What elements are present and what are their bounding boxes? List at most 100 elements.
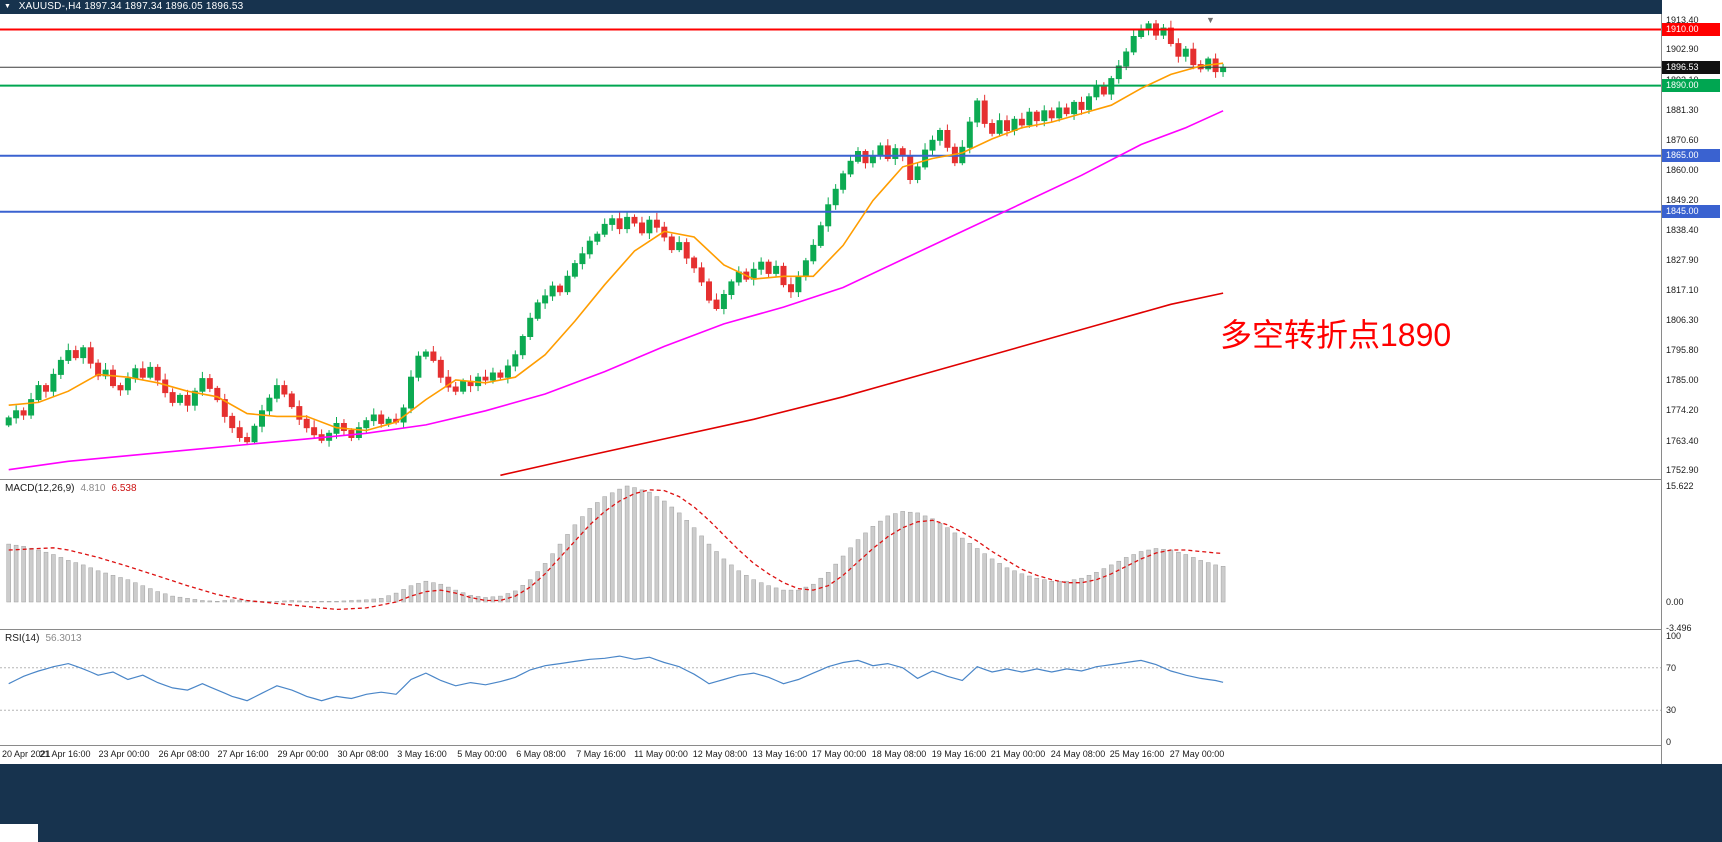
candle-down (616, 218, 623, 230)
candle-down (691, 257, 698, 269)
time-tick-label: 23 Apr 00:00 (98, 749, 150, 759)
macd-name: MACD(12,26,9) (5, 483, 75, 494)
price-tick-label: 1763.40 (1666, 436, 1699, 446)
panel-separator[interactable] (0, 629, 1722, 630)
macd-histogram-bar (133, 582, 138, 603)
candle-down (944, 130, 951, 148)
macd-histogram-bar (1176, 551, 1181, 603)
macd-histogram-bar (28, 547, 34, 603)
candle-up (1011, 118, 1018, 132)
macd-histogram-bar (1153, 548, 1159, 603)
candle-down (1190, 48, 1197, 66)
candle-up (422, 351, 429, 357)
macd-histogram-bar (900, 511, 905, 603)
time-tick-label: 30 Apr 08:00 (337, 749, 389, 759)
candle-up (534, 302, 541, 319)
rsi-panel: RSI(14) 56.3013 (0, 630, 1661, 745)
candle-up (1160, 27, 1167, 36)
macd-histogram-bar (334, 601, 339, 603)
macd-histogram-bar (654, 496, 660, 603)
time-tick-label: 6 May 08:00 (516, 749, 566, 759)
price-badge-1865.00: 1865.00 (1662, 149, 1720, 162)
time-tick-label: 3 May 16:00 (397, 749, 447, 759)
macd-histogram-bar (21, 546, 26, 603)
macd-histogram-bar (982, 553, 987, 603)
symbol-ohlc-text: XAUUSD-,H4 1897.34 1897.34 1896.05 1896.… (18, 1, 244, 12)
macd-histogram-bar (617, 488, 622, 603)
macd-histogram-bar (669, 506, 675, 603)
candle-down (281, 385, 288, 395)
macd-histogram-bar (647, 491, 652, 603)
candle-up (624, 216, 631, 230)
candle-up (489, 372, 496, 381)
macd-histogram-bar (1086, 575, 1092, 603)
macd-histogram-bar (1183, 554, 1189, 603)
candle-down (989, 123, 996, 134)
price-chart[interactable] (0, 14, 1661, 479)
rsi-indicator[interactable] (0, 630, 1661, 745)
macd-histogram-bar (118, 577, 123, 603)
candle-down (43, 385, 49, 392)
macd-histogram-bar (863, 532, 868, 603)
candle-up (817, 225, 824, 246)
macd-histogram-bar (930, 518, 935, 603)
candle-down (229, 415, 236, 429)
macd-tick-label: -3.496 (1666, 623, 1692, 633)
candle-up (460, 380, 467, 392)
candle-up (847, 160, 854, 175)
candle-down (236, 427, 243, 439)
price-badge-1896.53: 1896.53 (1662, 61, 1720, 74)
macd-histogram-bar (773, 587, 779, 603)
macd-histogram-bar (1027, 575, 1032, 603)
candle-up (579, 253, 586, 265)
candle-down (899, 148, 906, 157)
candle-up (251, 425, 258, 443)
candle-up (28, 399, 35, 416)
macd-histogram-bar (170, 595, 175, 603)
macd-indicator[interactable] (0, 480, 1661, 629)
candle-up (415, 355, 422, 378)
macd-histogram-bar (803, 586, 809, 603)
candle-down (1212, 58, 1219, 73)
macd-histogram-bar (319, 601, 324, 603)
macd-histogram-bar (699, 535, 704, 603)
ma-slow-red[interactable] (500, 292, 1224, 477)
candle-down (698, 267, 705, 283)
bottom-left-tab[interactable] (0, 824, 38, 842)
macd-histogram-bar (997, 563, 1002, 603)
candle-up (542, 295, 549, 304)
macd-histogram-bar (840, 555, 846, 603)
candle-up (549, 285, 556, 297)
chart-shift-marker-icon[interactable]: ▼ (1206, 15, 1215, 25)
time-tick-label: 12 May 08:00 (692, 749, 748, 759)
panel-separator[interactable] (0, 745, 1722, 746)
macd-histogram-bar (639, 489, 645, 603)
macd-histogram-bar (401, 589, 406, 603)
macd-histogram-bar (1168, 549, 1174, 603)
macd-histogram-bar (192, 599, 198, 603)
time-tick-label: 21 May 00:00 (990, 749, 1046, 759)
time-axis[interactable]: 20 Apr 2021 21 Apr 16:00 23 Apr 00:00 26 Ap… (0, 746, 1661, 764)
panel-separator[interactable] (0, 479, 1722, 480)
candle-down (87, 347, 94, 364)
macd-histogram-bar (1004, 567, 1010, 603)
symbol-dropdown-icon[interactable]: ▼ (4, 3, 11, 10)
macd-histogram-bar (431, 582, 436, 603)
macd-histogram-bar (1123, 557, 1129, 603)
macd-histogram-bar (453, 589, 458, 603)
price-axis[interactable]: 1913.401902.901892.101881.301870.601860.… (1662, 0, 1722, 765)
macd-histogram-bar (386, 595, 391, 603)
ma-fast-orange[interactable] (8, 62, 1224, 432)
candle-up (177, 394, 183, 403)
candle-down (184, 394, 191, 406)
candle-down (713, 299, 720, 310)
time-tick-label: 20 Apr 2021 (2, 749, 51, 759)
candle-up (527, 317, 534, 337)
ma-mid-magenta[interactable] (8, 110, 1224, 471)
candle-down (162, 379, 169, 394)
macd-histogram-bar (967, 543, 973, 603)
macd-histogram-bar (468, 595, 473, 603)
price-badge-1845.00: 1845.00 (1662, 205, 1720, 218)
macd-histogram-bar (58, 557, 64, 603)
macd-main-value: 4.810 (80, 483, 106, 494)
